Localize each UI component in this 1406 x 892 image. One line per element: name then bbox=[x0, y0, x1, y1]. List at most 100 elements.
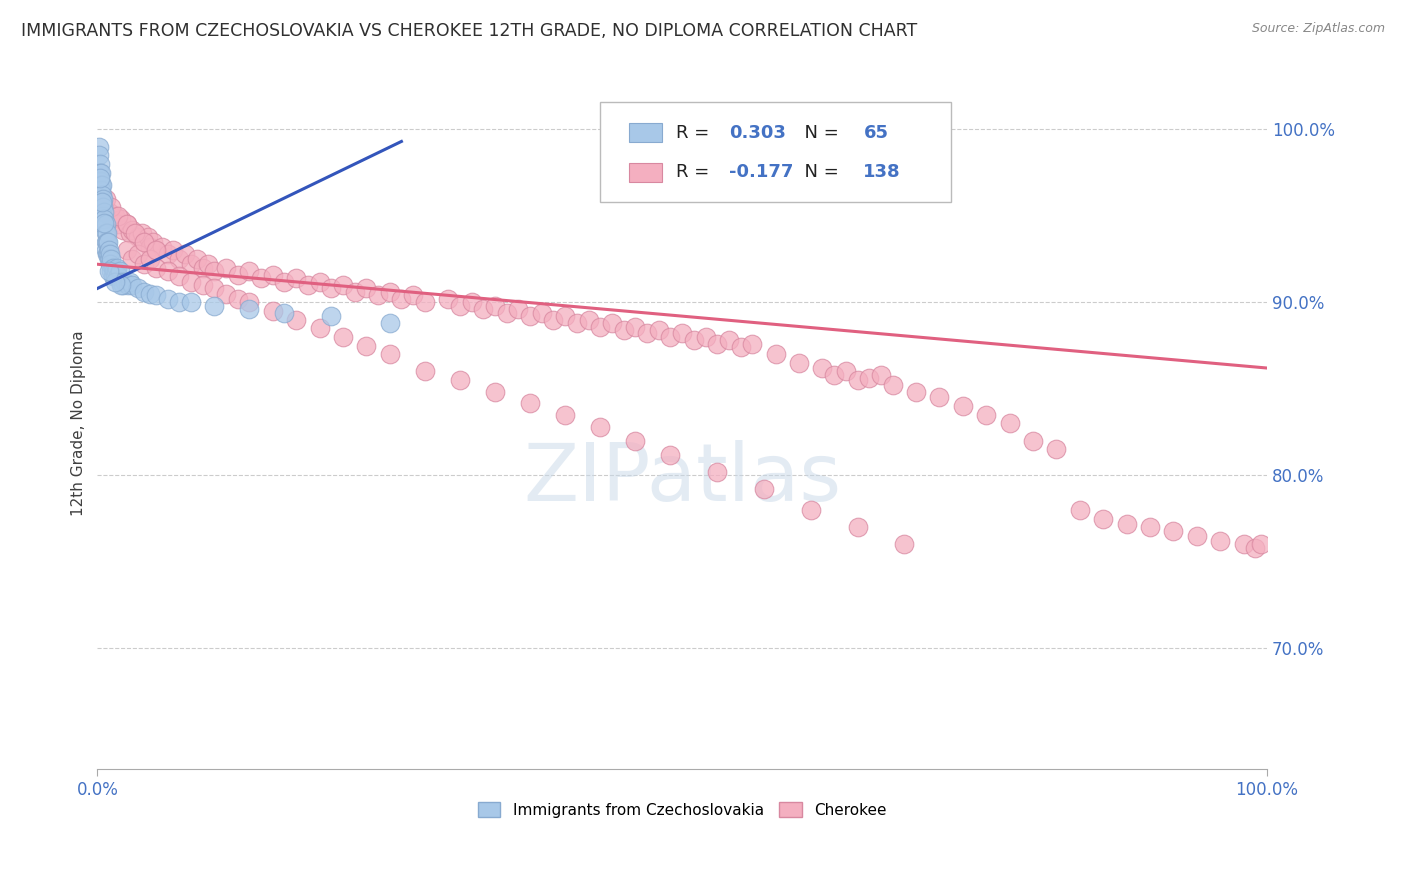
Point bbox=[94, 192, 117, 206]
Text: N =: N = bbox=[793, 163, 845, 181]
Point bbox=[437, 292, 460, 306]
Point bbox=[202, 264, 225, 278]
Point bbox=[98, 252, 121, 266]
Point bbox=[343, 285, 366, 299]
Point bbox=[93, 216, 115, 230]
Point bbox=[145, 288, 167, 302]
Point bbox=[89, 170, 111, 185]
Point bbox=[107, 269, 129, 284]
Point bbox=[90, 178, 112, 192]
Point bbox=[787, 356, 810, 370]
Point bbox=[105, 260, 128, 275]
Point bbox=[1139, 520, 1161, 534]
Point bbox=[472, 302, 495, 317]
Text: Source: ZipAtlas.com: Source: ZipAtlas.com bbox=[1251, 22, 1385, 36]
Point bbox=[262, 304, 284, 318]
Text: 65: 65 bbox=[863, 124, 889, 142]
Point bbox=[91, 209, 114, 223]
Point bbox=[998, 417, 1021, 431]
Point bbox=[262, 268, 284, 282]
Point bbox=[100, 200, 122, 214]
Point bbox=[717, 334, 740, 348]
Point bbox=[870, 368, 893, 382]
Point bbox=[659, 330, 682, 344]
Point bbox=[121, 252, 143, 266]
Point bbox=[449, 373, 471, 387]
Point bbox=[378, 316, 401, 330]
Point bbox=[124, 226, 146, 240]
Point bbox=[180, 257, 202, 271]
Point bbox=[91, 192, 114, 206]
Point bbox=[297, 278, 319, 293]
Point bbox=[91, 194, 114, 209]
Point bbox=[121, 278, 143, 293]
Point bbox=[89, 165, 111, 179]
Point bbox=[97, 247, 120, 261]
Point bbox=[91, 194, 114, 209]
Point bbox=[413, 364, 436, 378]
Point bbox=[104, 275, 127, 289]
Point bbox=[180, 275, 202, 289]
Point bbox=[600, 316, 623, 330]
Point bbox=[101, 260, 124, 275]
Point bbox=[321, 309, 343, 323]
Point bbox=[167, 295, 190, 310]
Y-axis label: 12th Grade, No Diploma: 12th Grade, No Diploma bbox=[72, 331, 86, 516]
Point bbox=[104, 209, 127, 223]
Text: N =: N = bbox=[793, 124, 845, 142]
Point bbox=[741, 336, 763, 351]
Point bbox=[589, 420, 612, 434]
Point bbox=[110, 278, 132, 293]
Point bbox=[156, 247, 179, 261]
Point bbox=[150, 240, 173, 254]
Point bbox=[682, 334, 704, 348]
Point bbox=[117, 278, 139, 293]
Point bbox=[136, 229, 159, 244]
Point bbox=[321, 281, 343, 295]
Point bbox=[893, 537, 915, 551]
Point bbox=[238, 295, 260, 310]
Point bbox=[659, 448, 682, 462]
Point bbox=[156, 292, 179, 306]
Point bbox=[121, 222, 143, 236]
Text: R =: R = bbox=[676, 124, 716, 142]
Point bbox=[519, 309, 541, 323]
Point bbox=[378, 347, 401, 361]
Point bbox=[928, 391, 950, 405]
Point bbox=[974, 408, 997, 422]
Point bbox=[238, 264, 260, 278]
Point bbox=[846, 373, 869, 387]
Point bbox=[308, 275, 330, 289]
Point bbox=[706, 336, 728, 351]
Point bbox=[508, 302, 530, 317]
Point bbox=[142, 235, 165, 249]
Point bbox=[180, 295, 202, 310]
Text: -0.177: -0.177 bbox=[728, 163, 793, 181]
Point bbox=[811, 361, 834, 376]
Point bbox=[91, 178, 114, 192]
Point bbox=[565, 316, 588, 330]
Point bbox=[378, 285, 401, 299]
Point bbox=[107, 209, 129, 223]
Point bbox=[882, 378, 904, 392]
Point bbox=[90, 192, 112, 206]
Point bbox=[100, 212, 122, 227]
Point bbox=[285, 271, 308, 285]
Point bbox=[484, 385, 506, 400]
Point bbox=[127, 247, 149, 261]
Point bbox=[191, 260, 214, 275]
Point bbox=[952, 399, 974, 413]
FancyBboxPatch shape bbox=[630, 123, 662, 143]
Point bbox=[285, 312, 308, 326]
Point bbox=[167, 269, 190, 284]
Point bbox=[543, 312, 565, 326]
Point bbox=[167, 252, 190, 266]
Point bbox=[94, 235, 117, 249]
Point bbox=[197, 257, 219, 271]
Point bbox=[730, 340, 752, 354]
Point bbox=[104, 269, 127, 284]
Point bbox=[139, 286, 162, 301]
Point bbox=[273, 306, 295, 320]
Point bbox=[800, 503, 823, 517]
Point bbox=[578, 312, 600, 326]
